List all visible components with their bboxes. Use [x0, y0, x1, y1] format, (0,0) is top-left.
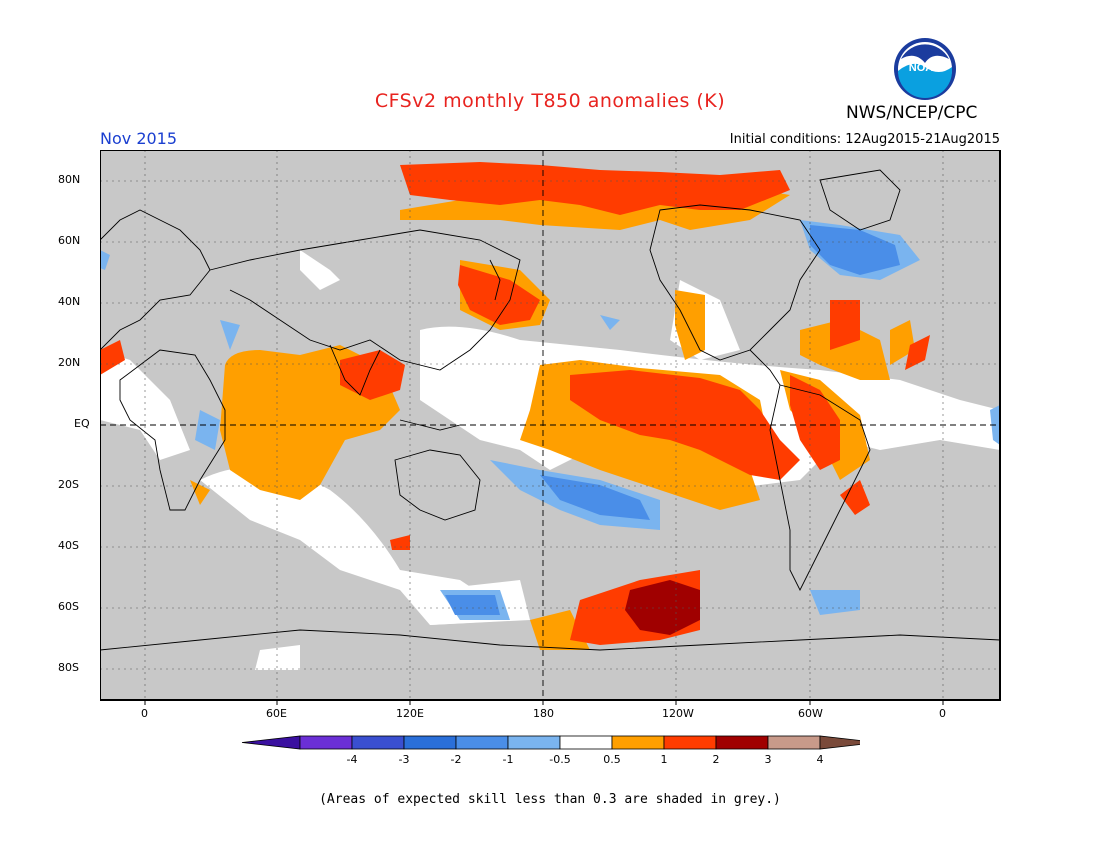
lon-label-180: 180 [533, 707, 554, 720]
colorbar-label: -1 [503, 753, 514, 766]
grid-lines [100, 150, 1000, 700]
lat-label-60s: 60S [58, 600, 79, 613]
initial-conditions: Initial conditions: 12Aug2015-21Aug2015 [729, 132, 1000, 147]
noaa-logo: NOAA [894, 38, 956, 100]
colorbar-swatch [351, 735, 405, 750]
colorbar-over-arrow [819, 735, 860, 750]
colorbar-under-arrow [241, 735, 301, 750]
forecast-month: Nov 2015 [100, 129, 178, 148]
positive-anomaly-2-to-3 [625, 580, 700, 635]
logo-wave [898, 63, 952, 98]
lon-label-60w: 60W [798, 707, 823, 720]
agency-label: NWS/NCEP/CPC [846, 103, 978, 123]
lon-label-0-right: 0 [939, 707, 946, 720]
colorbar-label: -0.5 [549, 753, 570, 766]
colorbar-swatch [299, 735, 353, 750]
lon-label-120w: 120W [662, 707, 694, 720]
colorbar-label: -3 [399, 753, 410, 766]
lat-label-eq: EQ [74, 417, 90, 430]
colorbar-label: 4 [817, 753, 824, 766]
logo-gull [901, 44, 949, 63]
lon-label-0: 0 [141, 707, 148, 720]
lat-label-40s: 40S [58, 539, 79, 552]
colorbar-swatch [559, 735, 613, 750]
colorbar-swatch [611, 735, 665, 750]
lat-label-60n: 60N [58, 234, 81, 247]
lon-label-120e: 120E [396, 707, 424, 720]
colorbar-swatch [455, 735, 509, 750]
anomaly-map [100, 150, 1001, 705]
reference-lines [100, 150, 1000, 700]
chart-title: CFSv2 monthly T850 anomalies (K) [374, 90, 726, 112]
lat-label-80n: 80N [58, 173, 81, 186]
footnote: (Areas of expected skill less than 0.3 a… [319, 792, 781, 807]
colorbar-label: -2 [451, 753, 462, 766]
colorbar-label: 1 [661, 753, 668, 766]
colorbar-swatch [663, 735, 717, 750]
lat-label-20s: 20S [58, 478, 79, 491]
coastlines [100, 169, 1001, 651]
lon-label-60e: 60E [266, 707, 287, 720]
colorbar-swatch [767, 735, 821, 750]
lat-label-40n: 40N [58, 295, 81, 308]
tick-marks [144, 700, 944, 705]
logo-text: NOAA [909, 62, 941, 74]
colorbar-label: 0.5 [603, 753, 621, 766]
colorbar-swatch [715, 735, 769, 750]
colorbar-label: 2 [713, 753, 720, 766]
colorbar-swatch [403, 735, 457, 750]
colorbar-swatch [507, 735, 561, 750]
lat-label-20n: 20N [58, 356, 81, 369]
negative-anomaly-1-to-2 [445, 225, 900, 615]
lat-label-80s: 80S [58, 661, 79, 674]
colorbar-label: -4 [347, 753, 358, 766]
colorbar-label: 3 [765, 753, 772, 766]
map-frame [100, 150, 1001, 701]
colorbar: -4 -3 -2 -1 -0.5 0.5 1 2 3 4 [241, 735, 860, 766]
